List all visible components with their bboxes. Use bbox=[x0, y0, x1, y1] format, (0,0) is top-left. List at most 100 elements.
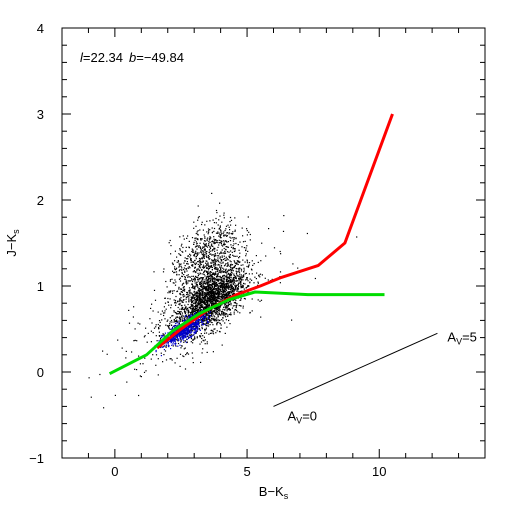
scatter-point bbox=[226, 310, 228, 312]
scatter-point bbox=[222, 267, 224, 269]
scatter-point bbox=[192, 362, 194, 364]
scatter-point bbox=[267, 279, 269, 281]
scatter-point bbox=[200, 249, 202, 251]
scatter-point bbox=[207, 282, 209, 285]
scatter-point bbox=[197, 239, 199, 241]
scatter-point bbox=[181, 243, 183, 245]
scatter-point bbox=[210, 237, 212, 239]
scatter-point bbox=[194, 246, 197, 248]
scatter-point bbox=[200, 273, 202, 275]
scatter-point bbox=[175, 316, 177, 318]
scatter-point bbox=[198, 245, 200, 247]
scatter-point bbox=[208, 292, 210, 294]
scatter-point bbox=[199, 288, 201, 290]
scatter-point bbox=[160, 313, 162, 315]
scatter-point bbox=[228, 291, 230, 294]
scatter-point bbox=[236, 290, 238, 292]
scatter-point bbox=[198, 216, 200, 218]
scatter-point bbox=[209, 237, 211, 239]
scatter-point bbox=[222, 291, 224, 293]
scatter-point bbox=[214, 255, 216, 257]
scatter-point bbox=[209, 311, 211, 313]
scatter-point bbox=[212, 283, 214, 285]
scatter-point bbox=[172, 345, 174, 347]
scatter-point bbox=[201, 257, 203, 259]
scatter-point bbox=[254, 276, 256, 278]
scatter-point bbox=[204, 315, 206, 317]
scatter-point bbox=[238, 261, 240, 263]
scatter-point bbox=[218, 285, 220, 287]
scatter-point bbox=[183, 330, 185, 332]
scatter-point bbox=[205, 286, 207, 288]
scatter-point bbox=[185, 268, 187, 270]
scatter-point bbox=[201, 294, 203, 296]
scatter-point bbox=[219, 202, 221, 204]
scatter-point bbox=[192, 339, 194, 341]
scatter-point bbox=[179, 300, 181, 302]
scatter-point bbox=[230, 270, 232, 272]
scatter-point bbox=[187, 314, 189, 316]
scatter-point bbox=[240, 274, 242, 276]
scatter-point bbox=[199, 242, 201, 244]
scatter-point bbox=[240, 279, 243, 281]
scatter-point bbox=[199, 297, 201, 299]
scatter-point bbox=[198, 325, 201, 328]
scatter-point bbox=[179, 313, 182, 316]
scatter-point bbox=[225, 314, 227, 316]
scatter-point bbox=[238, 270, 240, 272]
scatter-point bbox=[239, 241, 241, 243]
scatter-point bbox=[212, 317, 214, 319]
scatter-point bbox=[231, 285, 233, 287]
scatter-point bbox=[228, 313, 231, 315]
scatter-point bbox=[213, 227, 216, 230]
scatter-point bbox=[204, 248, 206, 250]
scatter-point bbox=[194, 287, 196, 289]
scatter-point bbox=[182, 331, 184, 333]
scatter-point bbox=[209, 271, 211, 273]
scatter-point bbox=[207, 275, 209, 277]
scatter-point bbox=[187, 334, 189, 336]
scatter-point bbox=[192, 302, 195, 304]
scatter-point bbox=[239, 268, 241, 270]
scatter-point bbox=[196, 252, 198, 254]
scatter-point bbox=[228, 319, 230, 322]
scatter-point bbox=[210, 271, 212, 273]
scatter-point bbox=[184, 295, 186, 297]
scatter-point bbox=[216, 267, 218, 269]
scatter-point bbox=[205, 292, 207, 294]
scatter-point bbox=[198, 298, 200, 300]
scatter-point bbox=[226, 306, 229, 308]
scatter-point bbox=[184, 304, 186, 306]
scatter-point bbox=[181, 301, 183, 303]
scatter-point bbox=[249, 282, 251, 284]
scatter-point bbox=[213, 289, 215, 291]
scatter-point bbox=[177, 324, 179, 326]
scatter-point bbox=[163, 314, 165, 317]
scatter-point bbox=[215, 301, 217, 303]
scatter-point bbox=[176, 316, 178, 318]
scatter-point bbox=[230, 224, 232, 226]
scatter-point bbox=[231, 307, 234, 309]
scatter-point bbox=[226, 326, 228, 328]
scatter-point bbox=[188, 299, 190, 301]
scatter-point bbox=[206, 304, 208, 306]
scatter-point bbox=[188, 324, 190, 326]
scatter-point bbox=[177, 342, 180, 345]
scatter-point bbox=[189, 294, 191, 296]
scatter-point bbox=[196, 243, 198, 245]
scatter-point bbox=[189, 314, 191, 316]
scatter-point bbox=[201, 269, 203, 271]
scatter-point bbox=[203, 249, 206, 251]
scatter-point bbox=[186, 261, 188, 263]
scatter-point bbox=[217, 279, 219, 281]
scatter-point bbox=[196, 319, 198, 321]
scatter-point bbox=[205, 314, 207, 316]
scatter-point bbox=[192, 308, 194, 310]
scatter-point bbox=[205, 293, 207, 295]
scatter-point bbox=[257, 261, 259, 263]
scatter-point bbox=[176, 357, 178, 359]
scatter-point bbox=[209, 281, 211, 283]
scatter-point bbox=[196, 311, 199, 313]
scatter-point bbox=[203, 271, 205, 273]
scatter-point bbox=[186, 307, 188, 309]
